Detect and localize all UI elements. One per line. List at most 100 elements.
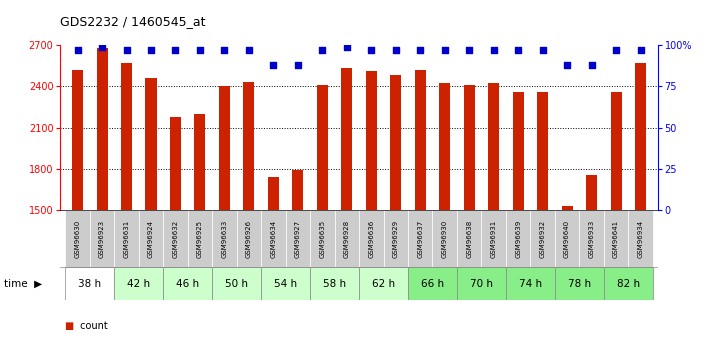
Point — [562, 62, 573, 68]
Point — [586, 62, 597, 68]
Bar — [170, 117, 181, 210]
Text: 50 h: 50 h — [225, 279, 248, 289]
Point — [194, 47, 205, 52]
Text: GSM96632: GSM96632 — [173, 220, 178, 258]
Text: 42 h: 42 h — [127, 279, 150, 289]
Point — [243, 47, 255, 52]
Text: 66 h: 66 h — [421, 279, 444, 289]
Point — [219, 47, 230, 52]
Bar — [65, 267, 114, 300]
Text: GSM96933: GSM96933 — [589, 220, 594, 258]
Bar — [579, 210, 604, 267]
Text: GSM96925: GSM96925 — [197, 220, 203, 258]
Point — [72, 47, 83, 52]
Bar — [164, 267, 212, 300]
Text: count: count — [77, 321, 107, 331]
Bar — [139, 210, 164, 267]
Bar — [121, 63, 132, 210]
Text: GSM96638: GSM96638 — [466, 220, 472, 258]
Text: 74 h: 74 h — [519, 279, 542, 289]
Text: GSM96639: GSM96639 — [515, 220, 521, 258]
Point — [439, 47, 450, 52]
Bar — [506, 210, 530, 267]
Text: GDS2232 / 1460545_at: GDS2232 / 1460545_at — [60, 14, 206, 28]
Text: ■: ■ — [64, 321, 73, 331]
Bar — [341, 68, 353, 210]
Bar — [408, 267, 457, 300]
Text: GSM96929: GSM96929 — [392, 220, 399, 258]
Bar — [415, 70, 426, 210]
Text: 70 h: 70 h — [470, 279, 493, 289]
Bar — [359, 210, 383, 267]
Bar — [212, 210, 237, 267]
Point — [513, 47, 524, 52]
Bar — [335, 210, 359, 267]
Bar — [261, 267, 310, 300]
Text: 58 h: 58 h — [323, 279, 346, 289]
Bar — [164, 210, 188, 267]
Text: GSM96633: GSM96633 — [221, 220, 228, 258]
Bar — [464, 85, 475, 210]
Bar — [488, 83, 499, 210]
Bar — [383, 210, 408, 267]
Text: GSM96637: GSM96637 — [417, 220, 423, 258]
Bar — [432, 210, 457, 267]
Bar — [555, 267, 604, 300]
Bar — [359, 267, 408, 300]
Bar — [212, 267, 261, 300]
Bar — [457, 210, 481, 267]
Bar — [611, 92, 621, 210]
Point — [268, 62, 279, 68]
Bar — [530, 210, 555, 267]
Bar — [586, 175, 597, 210]
Bar — [562, 206, 572, 210]
Text: 38 h: 38 h — [78, 279, 102, 289]
Bar — [537, 92, 548, 210]
Text: 82 h: 82 h — [616, 279, 640, 289]
Text: GSM96630: GSM96630 — [75, 220, 80, 258]
Bar — [390, 75, 401, 210]
Bar — [188, 210, 212, 267]
Bar — [97, 48, 107, 210]
Text: GSM96923: GSM96923 — [99, 220, 105, 258]
Text: GSM96631: GSM96631 — [124, 220, 129, 258]
Bar — [604, 210, 629, 267]
Bar — [292, 170, 304, 210]
Bar — [72, 70, 83, 210]
Text: GSM96634: GSM96634 — [270, 220, 277, 258]
Bar — [555, 210, 579, 267]
Bar — [261, 210, 286, 267]
Bar — [317, 85, 328, 210]
Text: 62 h: 62 h — [372, 279, 395, 289]
Text: GSM96636: GSM96636 — [368, 220, 374, 258]
Text: GSM96927: GSM96927 — [295, 220, 301, 258]
Bar — [604, 267, 653, 300]
Bar — [286, 210, 310, 267]
Bar — [408, 210, 432, 267]
Bar — [481, 210, 506, 267]
Bar — [194, 114, 205, 210]
Bar — [513, 92, 524, 210]
Text: time  ▶: time ▶ — [4, 279, 42, 289]
Text: 78 h: 78 h — [568, 279, 591, 289]
Text: GSM96635: GSM96635 — [319, 220, 326, 258]
Bar — [237, 210, 261, 267]
Point — [97, 44, 108, 49]
Text: GSM96932: GSM96932 — [540, 220, 545, 258]
Point — [415, 47, 426, 52]
Point — [390, 47, 402, 52]
Bar — [635, 63, 646, 210]
Bar — [629, 210, 653, 267]
Point — [292, 62, 304, 68]
Point — [635, 47, 646, 52]
Text: GSM96924: GSM96924 — [148, 220, 154, 258]
Bar — [365, 71, 377, 210]
Bar — [219, 86, 230, 210]
Point — [464, 47, 475, 52]
Text: GSM96934: GSM96934 — [638, 220, 643, 258]
Point — [341, 44, 353, 49]
Bar — [506, 267, 555, 300]
Point — [537, 47, 548, 52]
Point — [170, 47, 181, 52]
Bar — [268, 177, 279, 210]
